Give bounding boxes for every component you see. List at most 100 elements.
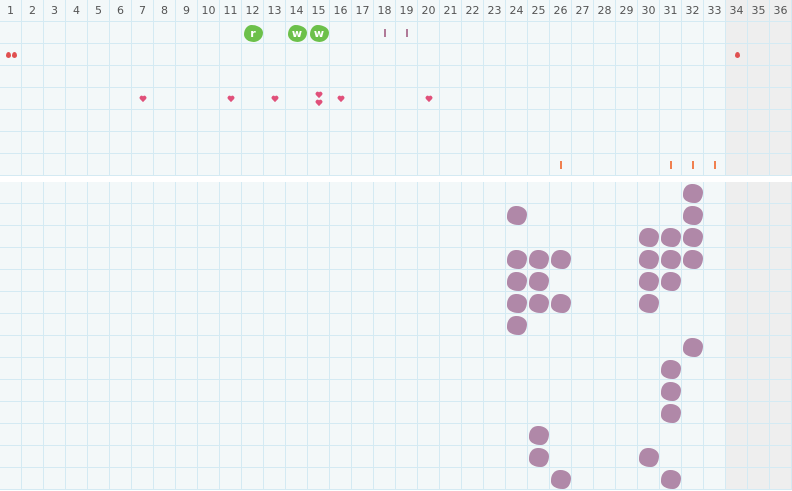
symptom-mark[interactable] <box>528 446 550 468</box>
lower-grid-cell[interactable] <box>264 446 286 468</box>
lower-grid-cell[interactable] <box>704 292 726 314</box>
lower-grid-cell[interactable] <box>682 468 704 490</box>
lower-grid-cell[interactable] <box>44 314 66 336</box>
lower-grid-cell[interactable] <box>594 424 616 446</box>
lower-grid-cell[interactable] <box>418 226 440 248</box>
upper-grid-cell[interactable] <box>66 66 88 88</box>
symptom-mark[interactable] <box>528 270 550 292</box>
upper-grid-cell[interactable] <box>528 66 550 88</box>
lower-grid-cell[interactable] <box>66 204 88 226</box>
lower-grid-cell[interactable] <box>396 270 418 292</box>
upper-grid-cell[interactable] <box>154 44 176 66</box>
lower-grid-cell[interactable] <box>682 446 704 468</box>
upper-grid-cell[interactable] <box>110 88 132 110</box>
lower-grid-cell[interactable] <box>22 182 44 204</box>
lower-grid-cell[interactable] <box>352 182 374 204</box>
lower-grid-cell[interactable] <box>154 226 176 248</box>
lower-grid-cell[interactable] <box>242 204 264 226</box>
lower-grid-cell[interactable] <box>374 446 396 468</box>
upper-grid-cell[interactable] <box>176 88 198 110</box>
lower-grid-cell[interactable] <box>286 182 308 204</box>
upper-grid-cell[interactable] <box>352 110 374 132</box>
upper-grid-cell[interactable] <box>176 22 198 44</box>
lower-grid-cell[interactable] <box>242 380 264 402</box>
upper-grid-cell[interactable] <box>0 22 22 44</box>
lower-grid-cell[interactable] <box>154 424 176 446</box>
lower-grid-cell[interactable] <box>374 204 396 226</box>
lower-grid-cell[interactable] <box>704 270 726 292</box>
lower-grid-cell[interactable] <box>462 358 484 380</box>
lower-grid-cell[interactable] <box>0 226 22 248</box>
lower-grid-cell[interactable] <box>572 402 594 424</box>
lower-grid-cell[interactable] <box>748 204 770 226</box>
symptom-mark[interactable] <box>660 248 682 270</box>
lower-grid-cell[interactable] <box>396 248 418 270</box>
lower-grid-cell[interactable] <box>154 380 176 402</box>
lower-grid-cell[interactable] <box>352 468 374 490</box>
lower-grid-cell[interactable] <box>528 468 550 490</box>
upper-grid-cell[interactable] <box>88 110 110 132</box>
lower-grid-cell[interactable] <box>616 424 638 446</box>
lower-grid-cell[interactable] <box>374 226 396 248</box>
lower-grid-cell[interactable] <box>242 336 264 358</box>
upper-grid-cell[interactable] <box>308 154 330 176</box>
lower-grid-cell[interactable] <box>264 182 286 204</box>
lower-grid-cell[interactable] <box>44 424 66 446</box>
lower-grid-cell[interactable] <box>726 314 748 336</box>
lower-grid-cell[interactable] <box>220 446 242 468</box>
lower-grid-cell[interactable] <box>660 424 682 446</box>
symptom-mark[interactable] <box>660 402 682 424</box>
lower-grid-cell[interactable] <box>308 248 330 270</box>
lower-grid-cell[interactable] <box>154 292 176 314</box>
upper-grid-cell[interactable] <box>176 110 198 132</box>
lower-grid-cell[interactable] <box>440 292 462 314</box>
lower-grid-cell[interactable] <box>308 468 330 490</box>
upper-grid-cell[interactable] <box>594 22 616 44</box>
lower-grid-cell[interactable] <box>22 314 44 336</box>
upper-grid-cell[interactable] <box>726 22 748 44</box>
upper-grid-cell[interactable] <box>528 88 550 110</box>
lower-grid-cell[interactable] <box>198 446 220 468</box>
lower-grid-cell[interactable] <box>484 446 506 468</box>
upper-grid-cell[interactable] <box>22 88 44 110</box>
upper-grid-cell[interactable] <box>66 22 88 44</box>
lower-grid-cell[interactable] <box>308 336 330 358</box>
lower-grid-cell[interactable] <box>396 358 418 380</box>
upper-grid-cell[interactable] <box>0 66 22 88</box>
lower-grid-cell[interactable] <box>352 336 374 358</box>
lower-grid-cell[interactable] <box>0 446 22 468</box>
lower-grid-cell[interactable] <box>462 182 484 204</box>
lower-grid-cell[interactable] <box>770 204 792 226</box>
lower-grid-cell[interactable] <box>440 358 462 380</box>
upper-grid-cell[interactable] <box>264 110 286 132</box>
lower-grid-cell[interactable] <box>286 314 308 336</box>
lower-grid-cell[interactable] <box>660 204 682 226</box>
upper-grid-cell[interactable] <box>748 22 770 44</box>
lower-grid-cell[interactable] <box>484 424 506 446</box>
lower-grid-cell[interactable] <box>22 468 44 490</box>
lower-grid-cell[interactable] <box>110 270 132 292</box>
symptom-mark[interactable] <box>660 358 682 380</box>
lower-grid-cell[interactable] <box>0 314 22 336</box>
lower-grid-cell[interactable] <box>572 380 594 402</box>
lower-grid-cell[interactable] <box>198 380 220 402</box>
lower-grid-cell[interactable] <box>528 336 550 358</box>
upper-grid-cell[interactable] <box>528 154 550 176</box>
upper-grid-cell[interactable] <box>418 22 440 44</box>
upper-grid-cell[interactable] <box>506 132 528 154</box>
upper-grid-cell[interactable] <box>242 88 264 110</box>
upper-grid-cell[interactable] <box>330 110 352 132</box>
lower-grid-cell[interactable] <box>154 358 176 380</box>
upper-grid-cell[interactable] <box>220 154 242 176</box>
lower-grid-cell[interactable] <box>638 424 660 446</box>
lower-grid-cell[interactable] <box>176 336 198 358</box>
lower-grid-cell[interactable] <box>0 380 22 402</box>
lower-grid-cell[interactable] <box>616 292 638 314</box>
upper-grid-cell[interactable] <box>66 154 88 176</box>
symptom-mark[interactable] <box>682 226 704 248</box>
lower-grid-cell[interactable] <box>704 402 726 424</box>
lower-grid-cell[interactable] <box>154 446 176 468</box>
lower-grid-cell[interactable] <box>176 314 198 336</box>
lower-grid-cell[interactable] <box>660 314 682 336</box>
lower-grid-cell[interactable] <box>484 292 506 314</box>
